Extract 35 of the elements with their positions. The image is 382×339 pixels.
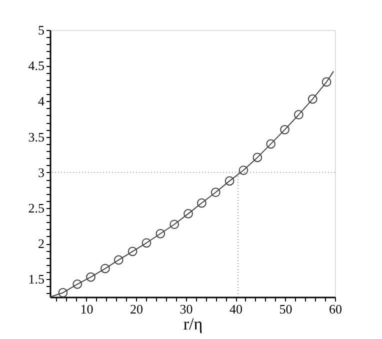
point	[58, 288, 68, 298]
x-tick-label: 50	[279, 302, 292, 316]
y-tick-label: 1.5	[28, 272, 44, 287]
point	[308, 94, 318, 104]
point	[210, 188, 220, 198]
point	[142, 238, 152, 248]
point	[266, 139, 276, 149]
x-tick-label: 20	[130, 302, 144, 316]
point	[156, 228, 166, 238]
x-tick-label: 40	[230, 302, 243, 316]
point	[128, 246, 138, 256]
point	[280, 125, 290, 134]
point	[197, 198, 206, 208]
point	[184, 209, 193, 218]
point	[252, 152, 262, 162]
point	[294, 110, 304, 120]
x-axis-title: r/η	[183, 314, 203, 334]
x-tick-label: 10	[80, 302, 94, 316]
y-tick-label: 4.5	[28, 58, 44, 74]
point	[100, 264, 110, 274]
x-tick-label: 60	[329, 302, 342, 316]
x-tick-label: 30	[180, 302, 193, 316]
y-tick-label: 5	[38, 22, 44, 38]
point	[170, 220, 180, 230]
y-tick-label: 2	[38, 236, 44, 252]
point	[72, 280, 82, 289]
y-tick-label: 3.5	[28, 129, 44, 144]
point	[322, 77, 332, 87]
point	[86, 272, 96, 282]
point	[114, 255, 124, 265]
y-tick-label: 2.5	[28, 200, 44, 216]
point	[224, 176, 234, 186]
y-tick-label: 4	[38, 94, 45, 109]
point	[238, 166, 248, 175]
y-tick-label: 3	[38, 164, 44, 180]
